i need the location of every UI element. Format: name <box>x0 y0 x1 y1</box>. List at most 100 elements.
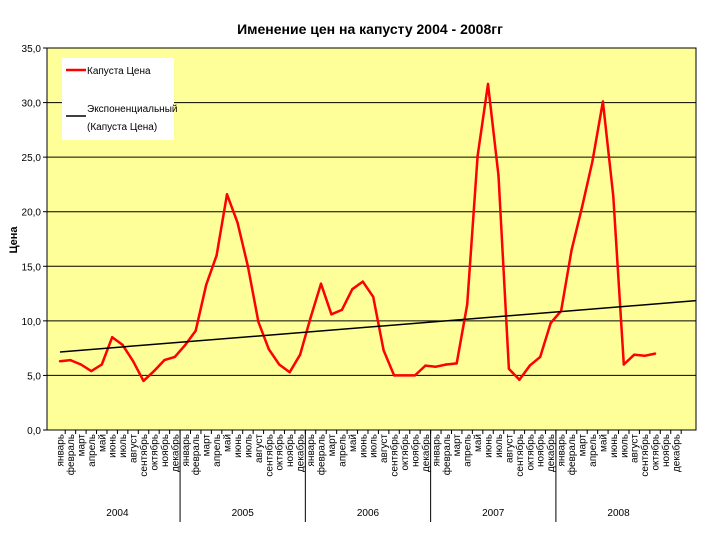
year-label: 2005 <box>232 508 255 519</box>
y-tick-label: 15,0 <box>22 262 42 273</box>
x-tick-label: ноябрь <box>535 434 547 467</box>
price-point <box>205 283 208 286</box>
price-point <box>340 308 344 312</box>
x-tick-label: февраль <box>190 434 202 475</box>
x-tick-label: июнь <box>233 434 244 458</box>
x-tick-label: февраль <box>316 434 328 475</box>
price-point <box>142 379 145 383</box>
x-tick-label: май <box>473 434 484 452</box>
x-tick-label: февраль <box>441 434 453 475</box>
x-tick-label: январь <box>181 434 192 466</box>
x-tick-label: сентябрь <box>639 434 651 477</box>
price-point <box>612 195 615 198</box>
legend-box <box>62 58 174 140</box>
x-tick-label: июнь <box>108 434 119 458</box>
x-tick-label: декабрь <box>545 434 557 472</box>
price-point <box>152 369 156 373</box>
x-tick-label: сентябрь <box>514 434 526 477</box>
x-tick-label: июль <box>619 434 630 458</box>
price-point <box>173 355 176 359</box>
x-tick-label: октябрь <box>650 434 662 471</box>
x-tick-label: август <box>504 434 515 463</box>
year-label: 2007 <box>482 508 505 519</box>
legend-label-price: Капуста Цена <box>87 66 151 77</box>
price-point <box>455 362 458 365</box>
x-tick-label: ноябрь <box>660 434 672 467</box>
price-point <box>601 100 605 103</box>
legend-label-trend-line2: (Капуста Цена) <box>87 122 157 133</box>
price-point <box>633 353 636 356</box>
price-point <box>163 358 166 362</box>
price-point <box>580 206 584 209</box>
price-point <box>236 221 239 224</box>
y-tick-label: 20,0 <box>22 208 42 219</box>
x-tick-label: февраль <box>566 434 578 475</box>
price-point <box>549 321 552 325</box>
x-tick-label: июнь <box>358 434 369 458</box>
x-tick-label: июнь <box>609 434 620 458</box>
price-point <box>518 378 521 381</box>
price-point <box>424 364 427 367</box>
y-tick-label: 0,0 <box>27 426 41 437</box>
y-tick-label: 35,0 <box>22 44 42 55</box>
price-point <box>507 367 511 371</box>
x-tick-label: сентябрь <box>138 434 150 477</box>
price-point <box>392 374 396 377</box>
price-point <box>111 336 114 339</box>
x-tick-label: август <box>379 434 390 463</box>
x-tick-label: декабрь <box>169 434 181 472</box>
x-tick-label: сентябрь <box>389 434 401 477</box>
y-tick-label: 10,0 <box>22 317 42 328</box>
price-point <box>372 295 375 298</box>
price-point <box>288 371 291 374</box>
x-tick-label: ноябрь <box>159 434 171 467</box>
series-group <box>58 82 697 383</box>
x-tick-label: ноябрь <box>284 434 296 467</box>
price-point <box>643 354 646 357</box>
gridlines <box>47 102 696 376</box>
year-labels: 2004 2005 2006 2007 2008 <box>106 430 630 522</box>
x-tick-label: апрель <box>212 434 223 467</box>
price-point <box>298 353 302 356</box>
price-point <box>194 329 197 332</box>
price-point <box>100 363 104 366</box>
price-point <box>486 82 490 86</box>
x-tick-label: август <box>254 434 265 463</box>
x-tick-label: апрель <box>463 434 474 467</box>
price-point <box>361 280 364 283</box>
price-point <box>653 352 657 355</box>
price-point <box>622 363 625 366</box>
price-point <box>351 288 354 291</box>
x-tick-label: апрель <box>337 434 348 467</box>
price-point <box>528 364 531 367</box>
year-label: 2004 <box>106 508 129 519</box>
price-point <box>131 360 135 363</box>
x-tick-label: октябрь <box>524 434 536 471</box>
price-point <box>215 254 218 257</box>
price-series-line <box>59 82 656 383</box>
x-tick-label: январь <box>557 434 568 466</box>
x-tick-label: март <box>202 434 213 457</box>
year-label: 2008 <box>607 508 630 519</box>
price-point <box>278 363 281 366</box>
x-tick-label: июнь <box>484 434 495 458</box>
year-label: 2006 <box>357 508 380 519</box>
price-point <box>121 343 124 347</box>
price-point <box>497 174 500 177</box>
price-point <box>225 193 229 196</box>
x-tick-label: март <box>578 434 589 457</box>
price-point <box>476 154 479 158</box>
x-tick-label: январь <box>56 434 67 466</box>
y-tick-label: 30,0 <box>22 99 42 110</box>
price-point <box>539 355 542 359</box>
x-tick-label: март <box>76 434 87 457</box>
price-point <box>79 363 83 366</box>
y-tick-label: 25,0 <box>22 153 42 164</box>
price-point <box>591 160 594 163</box>
price-point <box>413 374 417 377</box>
x-tick-label: январь <box>431 434 442 466</box>
price-point <box>319 282 323 285</box>
price-point <box>267 348 270 351</box>
price-point <box>434 365 437 368</box>
